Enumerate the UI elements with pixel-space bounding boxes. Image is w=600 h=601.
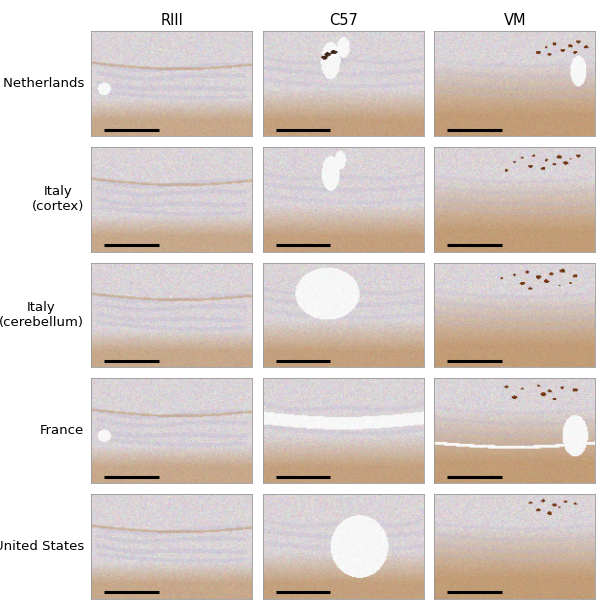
Text: C57: C57 — [329, 13, 358, 28]
Text: Italy
(cerebellum): Italy (cerebellum) — [0, 301, 84, 329]
Text: France: France — [40, 424, 84, 437]
Text: Italy
(cortex): Italy (cortex) — [32, 185, 84, 213]
Text: United States: United States — [0, 540, 84, 553]
Text: The Netherlands: The Netherlands — [0, 77, 84, 90]
Text: RIII: RIII — [160, 13, 183, 28]
Text: VM: VM — [503, 13, 526, 28]
